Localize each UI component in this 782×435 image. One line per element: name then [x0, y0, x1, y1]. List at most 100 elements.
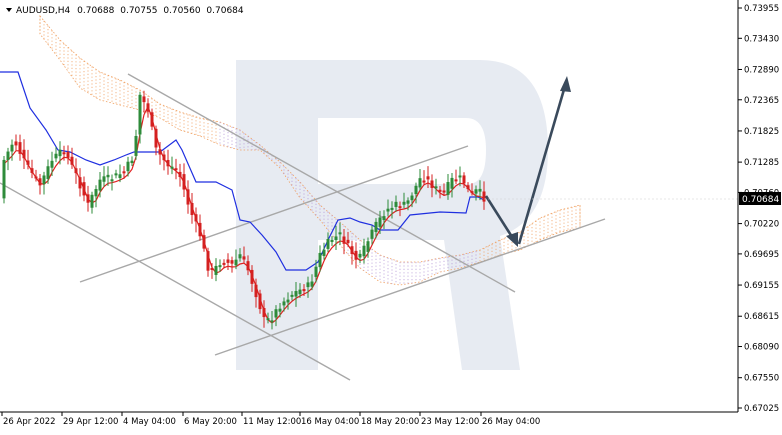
- header-high: 0.70755: [120, 6, 157, 16]
- candle-body: [210, 267, 214, 270]
- candle-body: [354, 250, 358, 260]
- time-tick-label: 26 Apr 2022: [3, 417, 56, 427]
- candle-body: [6, 151, 10, 161]
- candle-body: [242, 256, 246, 260]
- candle-body: [358, 253, 362, 258]
- candle-body: [74, 168, 78, 174]
- candle-body: [2, 159, 6, 199]
- price-tick-label: 0.70220: [744, 220, 779, 230]
- candle-body: [42, 175, 46, 185]
- chart-header: AUDUSD,H4 0.70688 0.70755 0.70560 0.7068…: [6, 6, 244, 16]
- candle-body: [374, 221, 378, 232]
- candle-body: [314, 266, 318, 277]
- candle-body: [158, 149, 162, 155]
- candle-body: [362, 245, 366, 257]
- candle-body: [270, 320, 274, 323]
- price-tick-label: 0.73955: [744, 4, 779, 14]
- candle-body: [190, 202, 194, 216]
- candle-body: [10, 144, 14, 152]
- candle-body: [342, 236, 346, 244]
- candle-body: [250, 269, 254, 284]
- candle-body: [154, 128, 158, 148]
- candle-body: [238, 254, 242, 259]
- kijun-sen-line: [0, 71, 485, 271]
- candle-body: [46, 166, 50, 179]
- channel-line-lower-down: [0, 182, 351, 381]
- candle-body: [294, 291, 298, 297]
- candle-body: [406, 200, 410, 204]
- candle-body: [382, 216, 386, 221]
- candle-body: [174, 168, 178, 171]
- candle-body: [94, 189, 98, 197]
- candle-body: [274, 309, 278, 318]
- price-tick-label: 0.73430: [744, 34, 779, 44]
- time-tick-label: 6 May 20:00: [184, 417, 237, 427]
- candle-body: [442, 190, 446, 193]
- price-tick-label: 0.69155: [744, 281, 779, 291]
- time-tick-label: 16 May 04:00: [301, 417, 359, 427]
- time-axis: 26 Apr 2022 29 Apr 12:00 4 May 04:00 6 May …: [1, 412, 540, 427]
- candle-body: [262, 308, 266, 318]
- candle-body: [198, 222, 202, 237]
- candle-body: [230, 260, 234, 264]
- trend-channels: [0, 73, 606, 381]
- candle-body: [182, 174, 186, 190]
- candle-body: [142, 96, 146, 103]
- candle-body: [434, 186, 438, 189]
- candle-body: [278, 308, 282, 312]
- candle-body: [450, 177, 454, 189]
- candle-body: [134, 135, 138, 156]
- candle-body: [54, 153, 58, 159]
- candle-body: [34, 176, 38, 179]
- candle-body: [50, 160, 54, 168]
- candle-body: [306, 282, 310, 288]
- candle-body: [106, 174, 110, 178]
- candle-body: [170, 166, 174, 169]
- candle-body: [114, 173, 118, 176]
- forecast-arrows: [484, 76, 571, 247]
- candle-body: [266, 318, 270, 321]
- candle-body: [446, 182, 450, 195]
- time-tick-label: 4 May 04:00: [123, 417, 176, 427]
- candle-body: [246, 261, 250, 271]
- candle-body: [166, 159, 170, 167]
- candle-body: [162, 154, 166, 161]
- candle-body: [366, 241, 370, 252]
- candle-body: [38, 178, 42, 186]
- candle-body: [326, 239, 330, 249]
- candle-body: [62, 152, 66, 155]
- price-tick-label: 0.68615: [744, 312, 779, 322]
- channel-line-upper-down: [127, 73, 516, 293]
- candle-body: [14, 141, 18, 146]
- forecast-arrow-down: [484, 195, 516, 241]
- forecast-arrow-up-head: [560, 76, 571, 92]
- candle-body: [398, 206, 402, 209]
- candle-body: [470, 191, 474, 194]
- candle-body: [58, 149, 62, 157]
- candle-body: [222, 262, 226, 265]
- price-tick-label: 0.67550: [744, 374, 779, 384]
- candle-body: [474, 189, 478, 194]
- candle-body: [330, 239, 334, 242]
- dropdown-triangle-icon[interactable]: [6, 8, 12, 12]
- price-tick-label: 0.67025: [744, 404, 779, 414]
- candle-body: [466, 185, 470, 190]
- candle-body: [378, 217, 382, 227]
- svg-text:AUDUSD,H4 0.70688: AUDUSD,H4 0.70688 0.70755 0.70560 0.7068…: [16, 6, 244, 16]
- candle-body: [290, 294, 294, 297]
- candle-body: [214, 265, 218, 275]
- candle-body: [130, 160, 134, 164]
- candle-body: [30, 168, 34, 173]
- time-tick-label: 11 May 12:00: [243, 417, 301, 427]
- time-tick-label: 18 May 20:00: [361, 417, 419, 427]
- candle-body: [462, 175, 466, 184]
- candle-body: [282, 301, 286, 306]
- forecast-arrow-up: [517, 85, 567, 245]
- candle-body: [110, 179, 114, 182]
- price-tick-label: 0.71825: [744, 127, 779, 137]
- candle-body: [202, 235, 206, 249]
- candle-body: [186, 189, 190, 205]
- candle-body: [390, 207, 394, 210]
- candle-body: [146, 103, 150, 112]
